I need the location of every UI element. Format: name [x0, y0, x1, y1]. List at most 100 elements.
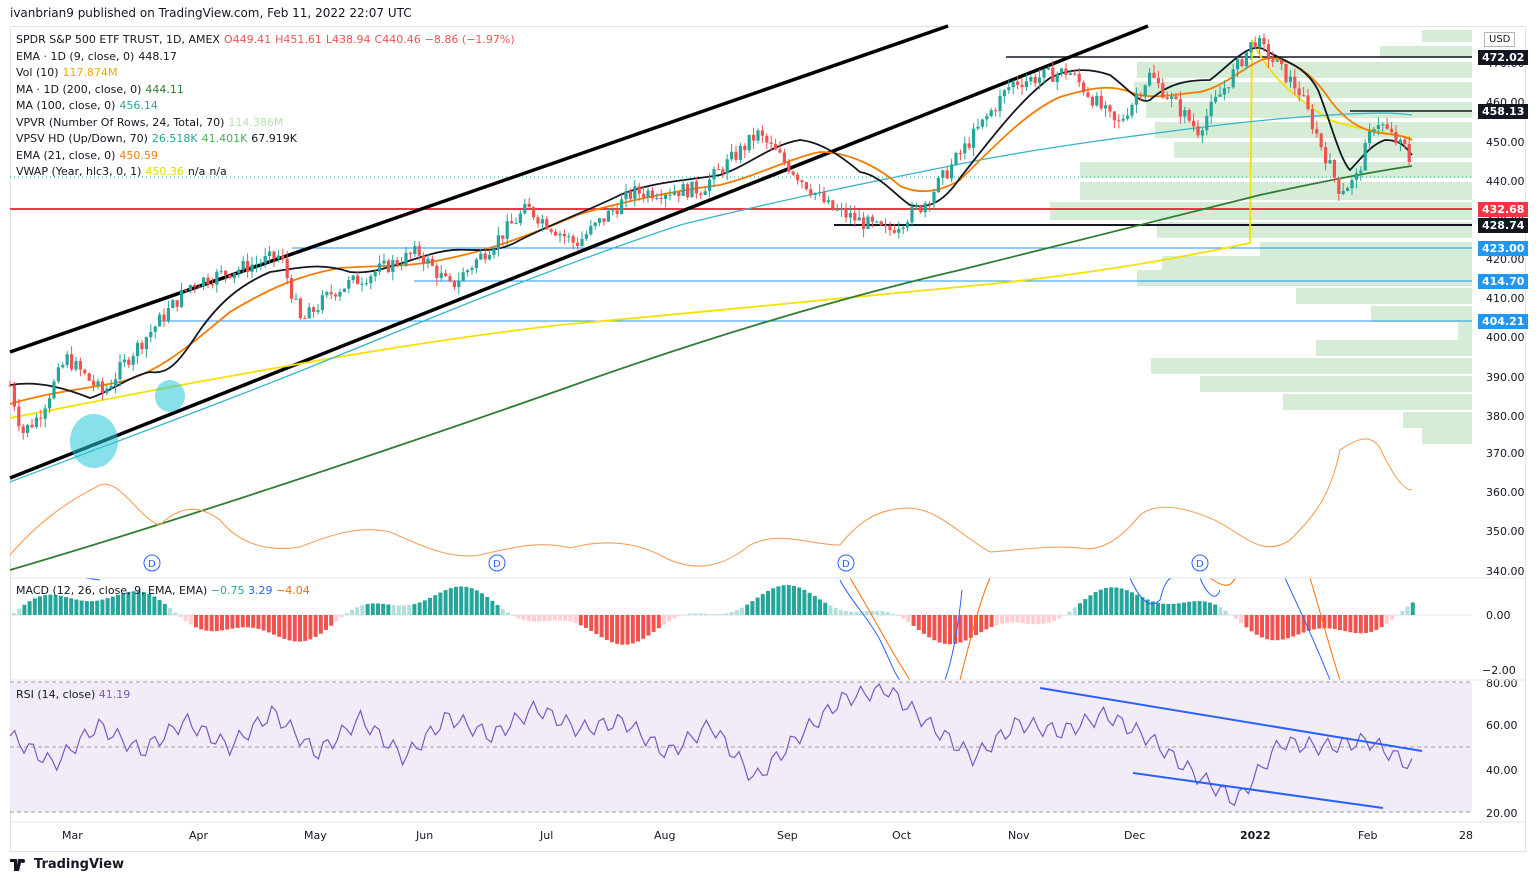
legend-row[interactable]: EMA · 1D (9, close, 0) 448.17: [16, 49, 515, 66]
macd-bar: [948, 615, 952, 645]
vp-bar: [1458, 322, 1472, 340]
candle: [972, 123, 976, 157]
candle: [1020, 78, 1024, 96]
candle: [514, 217, 518, 225]
macd-bar: [376, 603, 380, 615]
candle: [1046, 66, 1050, 71]
candle: [976, 118, 980, 131]
macd-bar: [1171, 603, 1176, 615]
macd-bar: [422, 600, 427, 615]
legend-row[interactable]: Vol (10) 117.874M: [16, 65, 515, 82]
legend-label: EMA (21, close, 0): [16, 148, 116, 162]
candle: [1398, 137, 1402, 152]
price-tick: 390.00: [1486, 371, 1525, 384]
candle: [144, 336, 148, 358]
legend-row[interactable]: VPVR (Number Of Rows, 24, Total, 70) 114.…: [16, 115, 515, 132]
candle: [505, 213, 509, 246]
candle: [527, 197, 531, 208]
macd-bar: [828, 605, 833, 615]
macd-bar: [615, 615, 620, 644]
macd-label[interactable]: MACD (12, 26, close, 9, EMA, EMA) −0.75 …: [16, 584, 310, 597]
candle: [193, 282, 197, 294]
macd-bar: [1265, 615, 1270, 640]
macd-bar: [532, 615, 536, 622]
macd-bar: [1119, 588, 1124, 615]
macd-bar: [485, 596, 490, 615]
macd-bar: [750, 601, 755, 615]
macd-bar: [490, 600, 495, 615]
macd-v1: −0.75: [210, 584, 245, 597]
macd-bar: [110, 596, 115, 615]
price-tick: 370.00: [1486, 447, 1525, 460]
macd-bar: [1130, 592, 1134, 615]
candle: [153, 325, 157, 339]
candle: [910, 201, 914, 227]
macd-bar: [1223, 610, 1228, 615]
legend-row[interactable]: VWAP (Year, hlc3, 0, 1) 450.36 n/a n/a: [16, 164, 515, 181]
candle: [303, 315, 307, 320]
candle: [681, 178, 685, 197]
tradingview-logo-icon: [10, 858, 25, 871]
macd-bar: [942, 615, 947, 644]
macd-bar: [396, 605, 401, 615]
candle: [298, 297, 302, 320]
candle: [290, 274, 294, 303]
macd-bar: [547, 615, 552, 621]
macd-bar: [636, 615, 640, 642]
macd-bar: [251, 615, 256, 628]
candle: [1007, 80, 1011, 94]
candle: [83, 368, 87, 376]
candle: [26, 424, 30, 438]
legend-row[interactable]: VPSV HD (Up/Down, 70) 26.518K 41.401K 67.91…: [16, 131, 515, 148]
legend-row[interactable]: SPDR S&P 500 ETF TRUST, 1D, AMEX O449.41 H…: [16, 32, 515, 49]
macd-bar: [303, 615, 308, 641]
vp-bar: [1080, 162, 1472, 178]
legend-row[interactable]: MA (100, close, 0) 456.14: [16, 98, 515, 115]
candle: [188, 284, 192, 294]
candle: [1152, 64, 1156, 79]
candle: [65, 351, 69, 369]
candle: [149, 324, 153, 343]
tradingview-logo[interactable]: TradingView: [10, 857, 124, 872]
macd-bar: [1005, 615, 1010, 623]
candle: [325, 290, 329, 299]
candle: [782, 148, 786, 166]
candle: [1064, 63, 1068, 80]
channel-lower: [9, 24, 1149, 480]
legend-label: EMA · 1D (9, close, 0): [16, 49, 135, 63]
candle: [136, 340, 140, 365]
candle: [1086, 86, 1090, 99]
candle: [646, 187, 650, 203]
ma100-line: [9, 112, 1413, 483]
macd-bar: [667, 615, 672, 622]
volume-line: [9, 438, 1413, 567]
candle: [1192, 113, 1196, 132]
legend-row[interactable]: MA · 1D (200, close, 0) 444.11: [16, 82, 515, 99]
currency-badge[interactable]: USD: [1484, 32, 1516, 47]
candle: [105, 384, 109, 396]
macd-bar: [1244, 615, 1249, 628]
candle: [228, 274, 232, 280]
candle: [320, 290, 324, 314]
candle: [1407, 136, 1411, 167]
dividend-marker-sep: D: [837, 554, 855, 572]
legend-row[interactable]: EMA (21, close, 0) 450.59: [16, 148, 515, 165]
candle: [584, 230, 588, 241]
macd-histogram: [12, 585, 1415, 645]
macd-v2: 3.29: [248, 584, 273, 597]
macd-bar: [1010, 615, 1015, 623]
candle: [571, 234, 575, 250]
macd-bar: [162, 603, 167, 615]
legend-value: 448.17: [138, 49, 177, 63]
candle: [919, 204, 923, 214]
rsi-label[interactable]: RSI (14, close) 41.19: [16, 688, 130, 701]
candle: [1174, 92, 1178, 100]
candle: [140, 339, 144, 355]
candle: [536, 215, 540, 228]
legend-value: 450.59: [119, 148, 158, 162]
macd-bar: [1166, 604, 1171, 615]
candle: [1187, 108, 1191, 123]
macd-bar: [604, 615, 609, 640]
candle: [892, 223, 896, 235]
